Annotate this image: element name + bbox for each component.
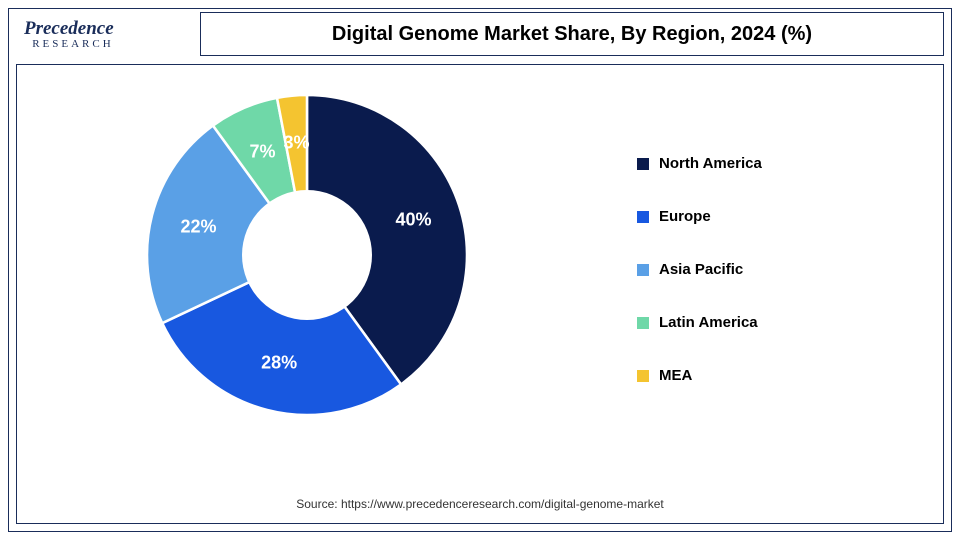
donut-hole	[242, 190, 372, 320]
legend-label: Europe	[659, 208, 711, 225]
legend-swatch	[637, 370, 649, 382]
legend-swatch	[637, 158, 649, 170]
legend-item-mea: MEA	[637, 367, 762, 384]
legend-item-north-america: North America	[637, 155, 762, 172]
logo-main: Precedence	[24, 18, 114, 39]
title-container: Digital Genome Market Share, By Region, …	[200, 12, 944, 56]
slice-label-europe: 28%	[261, 353, 297, 374]
legend-label: Latin America	[659, 314, 758, 331]
legend-label: Asia Pacific	[659, 261, 743, 278]
legend-label: MEA	[659, 367, 692, 384]
legend-item-latin-america: Latin America	[637, 314, 762, 331]
legend-swatch	[637, 211, 649, 223]
donut-chart: 40% 28% 22% 7% 3%	[147, 95, 467, 415]
chart-container: 40% 28% 22% 7% 3% North America Europe Asia Pa…	[16, 64, 944, 524]
legend: North America Europe Asia Pacific Latin Ame…	[637, 155, 762, 384]
slice-label-north-america: 40%	[396, 210, 432, 231]
slice-label-mea: 3%	[283, 133, 309, 154]
source-text: Source: https://www.precedenceresearch.c…	[17, 497, 943, 511]
legend-label: North America	[659, 155, 762, 172]
chart-title: Digital Genome Market Share, By Region, …	[332, 23, 812, 46]
brand-logo: Precedence RESEARCH	[24, 18, 114, 50]
logo-sub: RESEARCH	[24, 38, 114, 50]
slice-label-latin-america: 7%	[250, 142, 276, 163]
legend-item-asia-pacific: Asia Pacific	[637, 261, 762, 278]
legend-item-europe: Europe	[637, 208, 762, 225]
legend-swatch	[637, 317, 649, 329]
legend-swatch	[637, 264, 649, 276]
slice-label-asia-pacific: 22%	[181, 217, 217, 238]
